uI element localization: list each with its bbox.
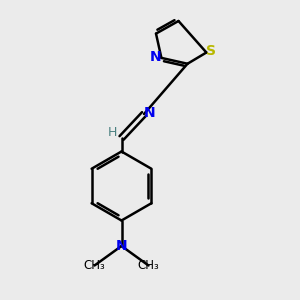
Text: N: N <box>144 106 156 120</box>
Text: S: S <box>206 44 216 58</box>
Text: H: H <box>108 126 117 139</box>
Text: CH₃: CH₃ <box>84 259 105 272</box>
Text: N: N <box>116 239 127 253</box>
Text: N: N <box>150 50 162 64</box>
Text: CH₃: CH₃ <box>138 259 159 272</box>
